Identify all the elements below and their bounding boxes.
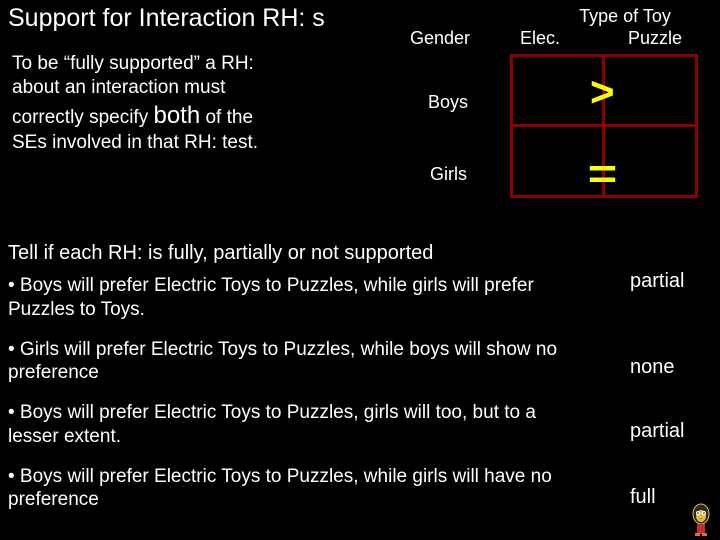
symbol-equals: = xyxy=(588,150,615,198)
col-puzzle: Puzzle xyxy=(628,28,682,49)
toy-type-header: Type of Toy xyxy=(550,6,700,27)
slide: Support for Interaction RH: s To be “ful… xyxy=(0,0,720,540)
gender-header: Gender xyxy=(410,28,470,49)
row-boys: Boys xyxy=(428,92,468,113)
intro-paragraph: To be “fully supported” a RH: about an i… xyxy=(12,52,264,156)
answer-3: partial xyxy=(630,420,684,443)
symbol-greater-than: > xyxy=(590,68,615,116)
mascot-icon xyxy=(686,502,716,536)
hypothesis-list: • Boys will prefer Electric Toys to Puzz… xyxy=(8,274,588,528)
list-item: • Girls will prefer Electric Toys to Puz… xyxy=(8,338,588,386)
col-elec: Elec. xyxy=(520,28,560,49)
prompt-text: Tell if each RH: is fully, partially or … xyxy=(8,242,433,265)
grid-hline xyxy=(510,54,698,57)
list-item: • Boys will prefer Electric Toys to Puzz… xyxy=(8,465,588,513)
answer-4: full xyxy=(630,486,656,509)
answer-2: none xyxy=(630,356,675,379)
grid-hline xyxy=(510,124,698,127)
row-girls: Girls xyxy=(430,164,467,185)
slide-title: Support for Interaction RH: s xyxy=(8,4,325,33)
answer-1: partial xyxy=(630,270,684,293)
list-item: • Boys will prefer Electric Toys to Puzz… xyxy=(8,274,588,322)
list-item: • Boys will prefer Electric Toys to Puzz… xyxy=(8,401,588,449)
intro-both: both xyxy=(153,102,200,129)
